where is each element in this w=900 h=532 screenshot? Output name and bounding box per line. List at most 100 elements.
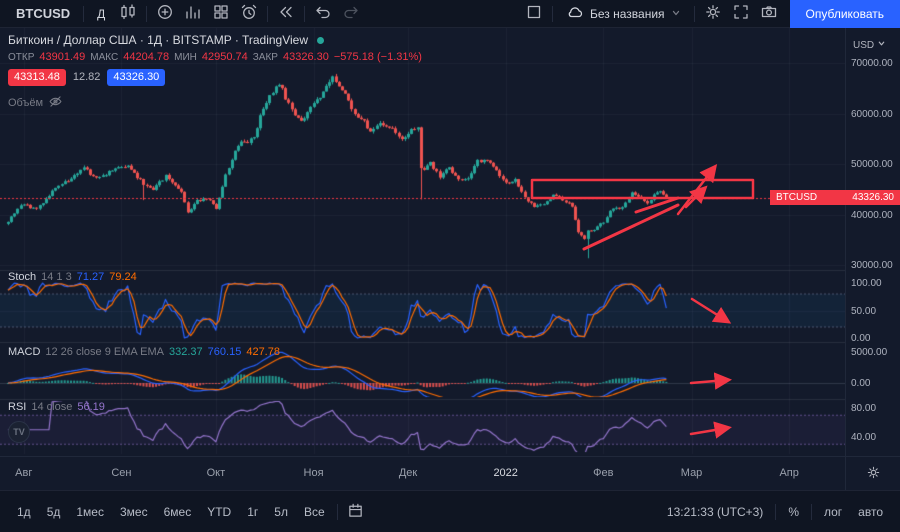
macd-hist-value: 332.37 [169, 346, 203, 358]
auto-scale-toggle[interactable]: авто [851, 501, 890, 523]
axis-label: 50000.00 [851, 159, 893, 171]
chart-title[interactable]: Биткоин / Доллар США · 1Д · BITSTAMP · T… [8, 33, 308, 47]
time-display[interactable]: 13:21:33 (UTC+3) [660, 501, 770, 523]
time-axis-label: Фев [593, 467, 614, 479]
stoch-params: 14 1 3 [41, 271, 72, 283]
range-button[interactable]: 1мес [69, 501, 111, 523]
interval-button[interactable]: Д [89, 2, 113, 26]
grid-layout-icon [212, 3, 230, 24]
stoch-k-value: 71.27 [76, 271, 105, 283]
macd-legend[interactable]: MACD 12 26 close 9 EMA EMA 332.37 760.15… [8, 347, 280, 364]
rsi-legend[interactable]: RSI 14 close 56.19 [8, 402, 105, 419]
undo-button[interactable] [310, 2, 336, 26]
main-chart-area[interactable] [0, 28, 845, 456]
templates-button[interactable] [208, 2, 234, 26]
eye-hidden-icon[interactable] [48, 94, 63, 112]
toolbar-right-group: Без названия Опубликовать [521, 0, 900, 28]
publish-button[interactable]: Опубликовать [789, 0, 900, 28]
alert-button[interactable] [236, 2, 262, 26]
redo-button[interactable] [338, 2, 364, 26]
axis-label: 50.00 [851, 305, 877, 317]
spread-value: 12.82 [72, 71, 101, 83]
axis-settings-button[interactable] [863, 464, 883, 484]
tradingview-logo-text: TV [13, 427, 25, 437]
range-group: 1д 5д 1мес 3мес 6мес YTD 1г 5л Все [10, 500, 369, 524]
range-button[interactable]: YTD [200, 501, 238, 523]
settings-button[interactable] [700, 2, 726, 26]
axis-label: 0.00 [851, 333, 871, 344]
currency-dropdown[interactable]: USD [853, 39, 886, 51]
range-button[interactable]: 1д [10, 501, 38, 523]
percent-scale-toggle[interactable]: % [781, 501, 806, 523]
indicators-icon [184, 3, 202, 24]
indicators-button[interactable] [180, 2, 206, 26]
replay-icon [277, 3, 295, 24]
range-button[interactable]: Все [297, 501, 332, 523]
macd-name: MACD [8, 346, 41, 358]
range-button[interactable]: 5д [40, 501, 68, 523]
compare-button[interactable] [152, 2, 178, 26]
separator [693, 5, 695, 22]
gear-icon [866, 465, 881, 483]
separator [810, 503, 812, 520]
save-layout-button[interactable]: Без названия [558, 2, 689, 26]
screenshot-button[interactable] [756, 2, 782, 26]
range-button[interactable]: 5л [267, 501, 295, 523]
close-label: ЗАКР [252, 51, 278, 63]
stoch-name: Stoch [8, 271, 37, 283]
separator [83, 5, 85, 22]
separator [336, 503, 338, 520]
data-status-dot [317, 36, 324, 44]
fullscreen-button[interactable] [728, 2, 754, 26]
camera-icon [760, 3, 778, 24]
open-label: ОТКР [8, 51, 35, 63]
redo-icon [342, 3, 360, 24]
go-to-date-button[interactable] [343, 500, 369, 524]
rsi-name: RSI [8, 401, 27, 413]
price-tag-symbol: BTCUSD [776, 192, 818, 203]
time-axis-label: Ноя [303, 467, 324, 479]
alarm-clock-icon [240, 3, 258, 24]
time-axis-label: Апр [779, 467, 799, 479]
macd-signal-value: 427.78 [246, 346, 280, 358]
tradingview-logo: TV [8, 421, 30, 443]
bottom-toolbar: 1д 5д 1мес 3мес 6мес YTD 1г 5л Все 13:21:33 (UTC… [0, 490, 900, 532]
separator [775, 503, 777, 520]
axis-label: 80.00 [851, 403, 877, 414]
separator [267, 5, 269, 22]
toolbar-left-group: BTCUSD Д [0, 0, 364, 27]
rsi-params: 14 close [31, 401, 73, 413]
volume-label[interactable]: Объём [8, 96, 44, 109]
chevron-down-icon [877, 39, 886, 51]
chevron-down-icon [671, 7, 681, 21]
replay-button[interactable] [273, 2, 299, 26]
axis-label: 0.00 [851, 378, 871, 389]
time-axis-label: Мар [680, 467, 703, 479]
chart-type-button[interactable] [115, 2, 141, 26]
low-value: 42950.74 [201, 51, 248, 63]
change-value: −575.18 (−1.31%) [333, 51, 422, 63]
separator [552, 5, 553, 22]
rsi-value: 56.19 [77, 401, 105, 413]
layout-select-button[interactable] [521, 2, 547, 26]
top-toolbar: BTCUSD Д [0, 0, 900, 28]
close-value: 43326.30 [282, 51, 329, 63]
time-axis[interactable]: Авг Сен Окт Ноя Дек 2022 Фев Мар Апр [0, 456, 845, 490]
range-button[interactable]: 3мес [113, 501, 155, 523]
symbol-button[interactable]: BTCUSD [8, 2, 78, 26]
macd-line-value: 760.15 [207, 346, 242, 358]
ask-badge: 43326.30 [107, 69, 166, 86]
price-axis[interactable]: USD 70000.00 60000.00 50000.00 40000.00 3000… [845, 28, 900, 456]
range-button[interactable]: 6мес [157, 501, 199, 523]
time-axis-label: Дек [398, 467, 418, 479]
calendar-icon [347, 502, 364, 522]
log-scale-toggle[interactable]: лог [817, 501, 849, 523]
stoch-legend[interactable]: Stoch 14 1 3 71.27 79.24 [8, 272, 137, 289]
fullscreen-icon [732, 3, 750, 24]
symbol-legend: Биткоин / Доллар США · 1Д · BITSTAMP · T… [8, 34, 422, 118]
price-tag-value: 43326.30 [852, 192, 894, 203]
time-axis-label: Сен [111, 467, 132, 479]
range-button[interactable]: 1г [240, 501, 265, 523]
bid-badge: 43313.48 [8, 69, 66, 86]
